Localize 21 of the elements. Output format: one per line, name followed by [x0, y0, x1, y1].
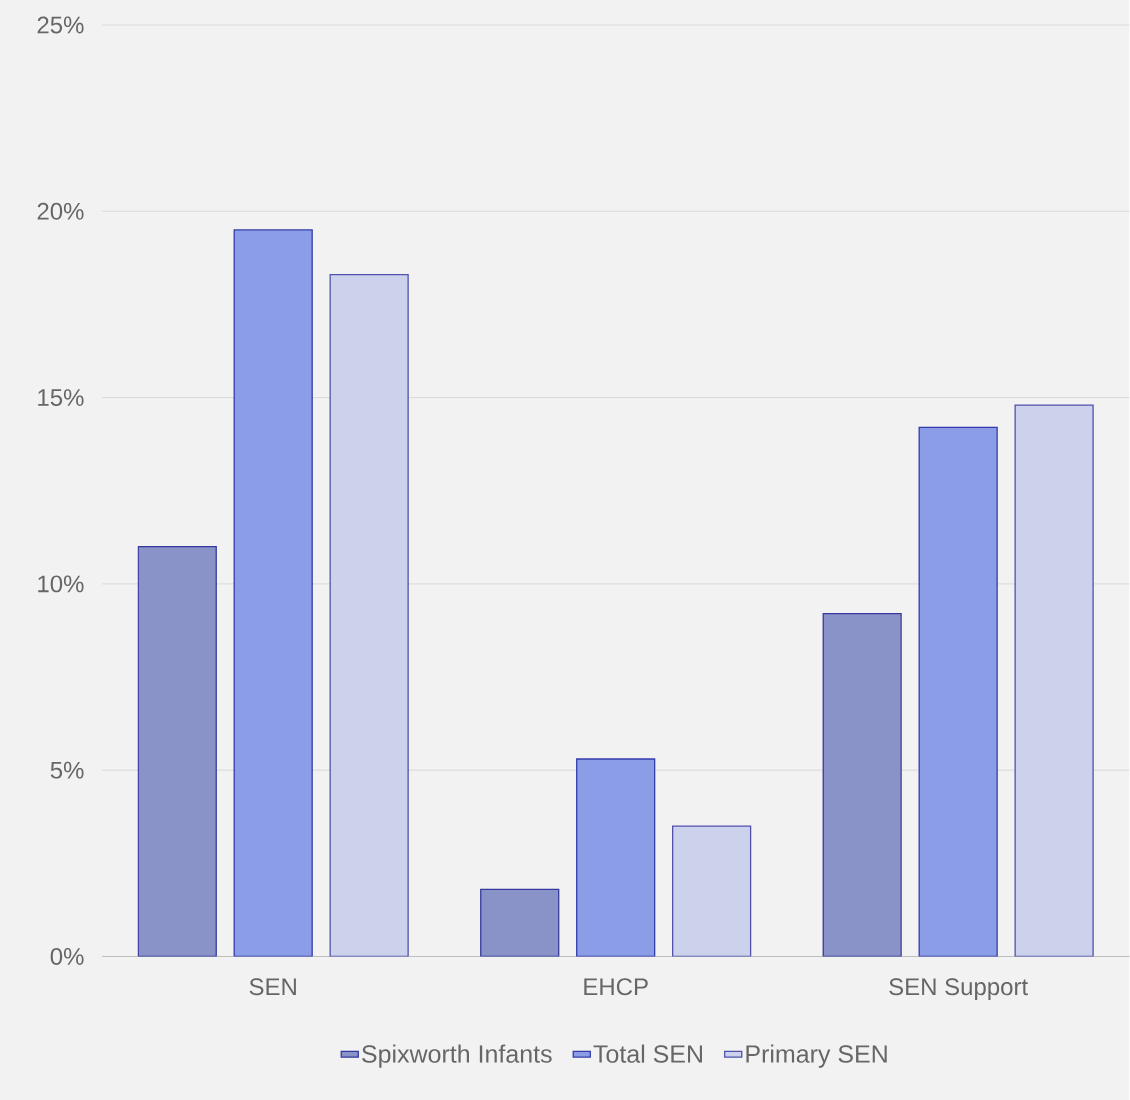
bar [137, 545, 217, 957]
x-tick-label: SEN Support [889, 978, 1028, 1000]
legend-label: Spixworth Infants [362, 1044, 552, 1068]
bar [918, 426, 998, 957]
y-tick-label: 25% [37, 16, 84, 34]
bar [480, 888, 560, 957]
y-tick-label: 10% [38, 575, 84, 593]
bar [672, 825, 752, 957]
bar [576, 758, 656, 957]
y-tick-label: 20% [37, 202, 84, 220]
x-tick-label: EHCP [584, 978, 648, 996]
legend-label: Primary SEN [746, 1044, 887, 1068]
x-tick-label: SEN [249, 978, 296, 996]
y-tick-label: 15% [38, 388, 84, 406]
bar [1014, 404, 1094, 957]
legend-label: Total SEN [593, 1044, 702, 1063]
bar [329, 273, 409, 957]
y-tick-label: 0% [50, 947, 84, 965]
bar [233, 229, 313, 957]
bar [822, 612, 902, 957]
y-tick-label: 5% [50, 761, 84, 779]
